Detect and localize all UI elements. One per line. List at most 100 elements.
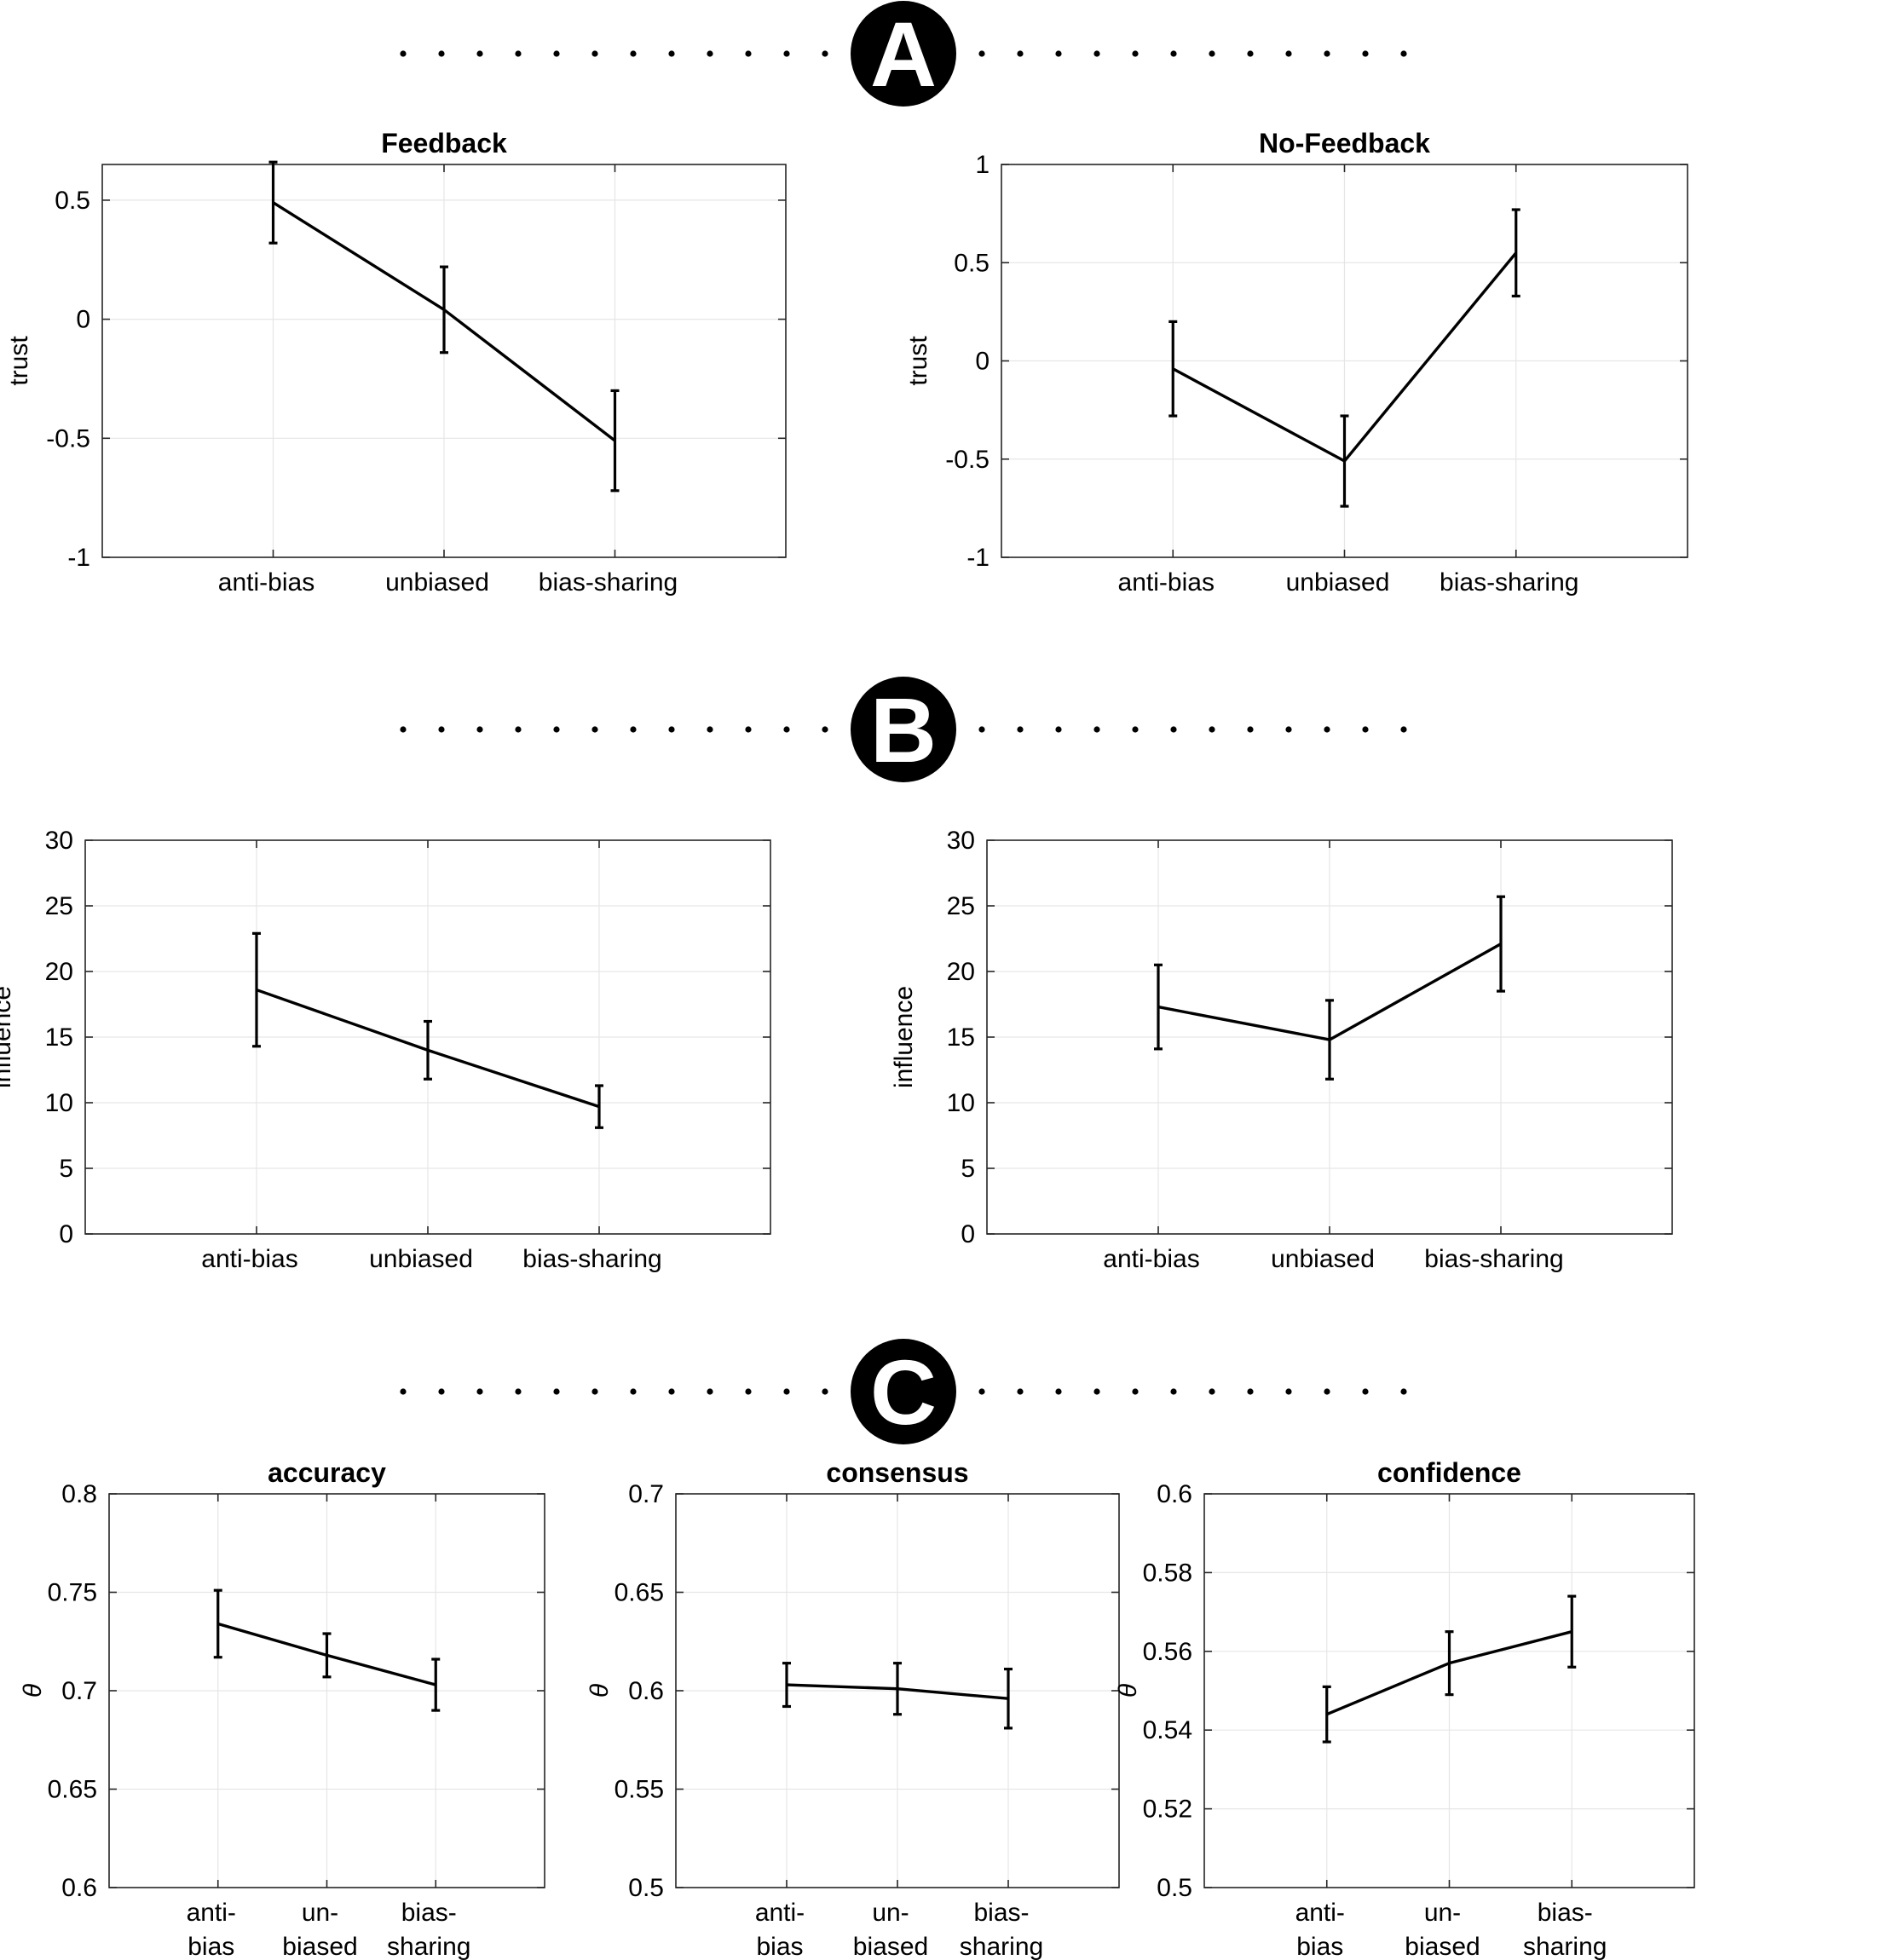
separator-dot — [1132, 50, 1139, 57]
x-tick-label-bias-sharing: bias-sharing — [1424, 1245, 1563, 1273]
separator-dot — [1247, 50, 1254, 57]
y-tick-label: -0.5 — [945, 446, 990, 474]
panel-c-consensus: 0.5 0.55 0.6 0.65 0.7 anti-bias un-biased bias-… — [586, 1457, 1120, 1960]
separator-dot — [707, 726, 713, 733]
separator-dot — [1093, 1388, 1100, 1395]
separator-dot — [668, 50, 675, 57]
separator-dot — [1324, 1388, 1330, 1395]
section-separator-c: C — [400, 1339, 1407, 1444]
separator-dot — [745, 50, 752, 57]
separator-dot — [1209, 50, 1215, 57]
separator-dot — [1209, 1388, 1215, 1395]
separator-dot — [668, 1388, 675, 1395]
chart-title: Feedback — [381, 128, 507, 159]
separator-dot — [1324, 50, 1330, 57]
y-tick-label: 10 — [947, 1089, 975, 1117]
separator-dot — [1362, 1388, 1369, 1395]
separator-dot — [515, 726, 522, 733]
separator-dot — [553, 50, 560, 57]
y-tick-label: 20 — [947, 958, 975, 986]
x-tick-label-bias-sharing: bias-sharing — [1440, 568, 1578, 597]
x-tick-label-anti-bias: anti-bias — [218, 568, 314, 597]
x-tick-label-un-biased: un-biased — [1405, 1899, 1480, 1960]
separator-dot — [707, 1388, 713, 1395]
separator-dot — [1093, 726, 1100, 733]
separator-dot — [515, 1388, 522, 1395]
separator-dot — [400, 50, 407, 57]
separator-dot — [1170, 726, 1177, 733]
separator-dot — [1170, 1388, 1177, 1395]
separator-dot — [1400, 1388, 1407, 1395]
panel-a-feedback: -1 -0.5 0 0.5 anti-bias unbiased bias-sharing t… — [5, 128, 787, 597]
x-tick-label-anti-bias: anti-bias — [755, 1899, 805, 1960]
y-tick-label: -0.5 — [46, 424, 90, 453]
separator-dot — [1247, 726, 1254, 733]
x-tick-label-bias-sharing: bias-sharing — [960, 1899, 1043, 1960]
y-tick-label: 0.65 — [614, 1579, 664, 1607]
separator-dot — [591, 726, 598, 733]
separator-dot — [1362, 726, 1369, 733]
x-tick-label-anti-bias: anti-bias — [1295, 1899, 1345, 1960]
separator-dot — [1209, 726, 1215, 733]
separator-dot — [978, 1388, 985, 1395]
y-tick-label: 5 — [59, 1155, 73, 1183]
separator-dot — [1017, 50, 1024, 57]
separator-dot — [515, 50, 522, 57]
y-tick-label: 20 — [45, 958, 73, 986]
y-tick-label: 0.56 — [1143, 1638, 1192, 1666]
y-tick-label: 0.7 — [628, 1480, 664, 1508]
y-tick-label: 0.6 — [628, 1677, 664, 1705]
y-tick-label: 0.5 — [1157, 1874, 1192, 1902]
panel-b-left: 0 5 10 15 20 25 30 anti-bias unbiased bias-sharin… — [0, 827, 771, 1273]
x-tick-label-bias-sharing: bias-sharing — [539, 568, 678, 597]
x-tick-label-anti-bias: anti-bias — [1118, 568, 1215, 597]
separator-dot — [745, 1388, 752, 1395]
y-axis-label: θ — [586, 1683, 614, 1698]
separator-dot — [1017, 1388, 1024, 1395]
chart-title: No-Feedback — [1259, 128, 1430, 159]
section-label: A — [870, 3, 937, 106]
y-tick-label: 0.8 — [61, 1480, 97, 1508]
separator-dot — [1247, 1388, 1254, 1395]
y-tick-label: 0 — [76, 306, 90, 334]
panel-b-right: 0 5 10 15 20 25 30 anti-bias unbiased bias-sharin… — [890, 827, 1673, 1273]
separator-dot — [1055, 1388, 1062, 1395]
x-tick-label-un-biased: un-biased — [853, 1899, 928, 1960]
section-label: B — [870, 678, 937, 781]
y-axis-label: influence — [0, 986, 16, 1088]
separator-dot — [630, 726, 637, 733]
separator-dot — [1285, 726, 1292, 733]
x-tick-label-bias-sharing: bias-sharing — [1523, 1899, 1607, 1960]
panel-c-accuracy: 0.6 0.65 0.7 0.75 0.8 anti-bias un-biased bias-… — [19, 1457, 545, 1960]
separator-dot — [1400, 726, 1407, 733]
x-tick-label-unbiased: unbiased — [385, 568, 489, 597]
y-tick-label: 0.58 — [1143, 1559, 1192, 1587]
separator-dot — [1132, 726, 1139, 733]
y-tick-label: 0.75 — [48, 1579, 97, 1607]
y-tick-label: 5 — [961, 1155, 975, 1183]
y-tick-label: 0 — [961, 1220, 975, 1248]
separator-dot — [1017, 726, 1024, 733]
y-tick-label: 0.54 — [1143, 1716, 1192, 1744]
separator-dot — [400, 1388, 407, 1395]
separator-dot — [783, 1388, 790, 1395]
separator-dot — [1285, 50, 1292, 57]
separator-dot — [1285, 1388, 1292, 1395]
y-tick-label: 0.7 — [61, 1677, 97, 1705]
y-tick-label: 10 — [45, 1089, 73, 1117]
separator-dot — [553, 726, 560, 733]
separator-dot — [978, 726, 985, 733]
separator-dot — [1170, 50, 1177, 57]
y-tick-label: 0.5 — [954, 249, 990, 277]
x-tick-label-bias-sharing: bias-sharing — [522, 1245, 661, 1273]
y-tick-label: 0 — [59, 1220, 73, 1248]
y-tick-label: 0.6 — [61, 1874, 97, 1902]
section-separator-a: A — [400, 1, 1407, 107]
separator-dot — [745, 726, 752, 733]
y-tick-label: 25 — [947, 892, 975, 920]
separator-dot — [591, 1388, 598, 1395]
separator-dot — [783, 726, 790, 733]
y-tick-label: 1 — [975, 151, 990, 179]
separator-dot — [822, 50, 828, 57]
